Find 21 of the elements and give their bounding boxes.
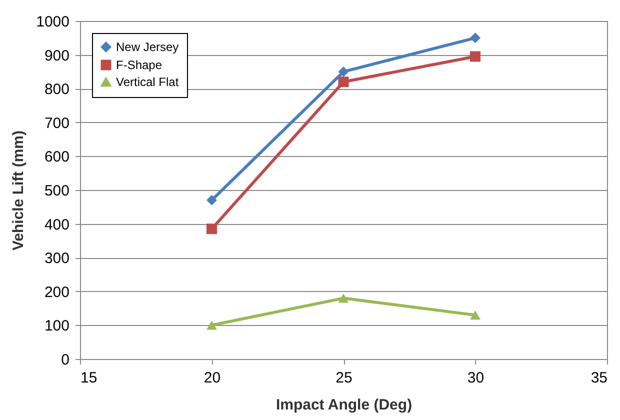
- legend-label: F-Shape: [116, 58, 162, 72]
- y-tick-label: 400: [44, 216, 70, 234]
- x-tick-label: 35: [590, 370, 608, 386]
- x-tick-label: 30: [467, 370, 484, 386]
- x-tick-label: 25: [336, 370, 352, 386]
- y-tick-label: 300: [44, 250, 70, 268]
- y-tick-label: 700: [44, 114, 70, 132]
- legend-label: New Jersey: [116, 40, 179, 54]
- y-tick-label: 800: [44, 81, 70, 98]
- legend-label: Vertical Flat: [116, 75, 180, 89]
- y-tick-label: 900: [44, 47, 70, 64]
- x-axis-title: Impact Angle (Deg): [276, 396, 412, 414]
- y-axis-title: Vehicle Lift (mm): [10, 130, 28, 251]
- y-tick-label: 500: [44, 182, 70, 200]
- y-tick-label: 100: [44, 318, 70, 335]
- y-tick-label: 200: [44, 284, 70, 301]
- y-tick-label: 0: [61, 352, 70, 368]
- y-tick-label: 600: [44, 148, 70, 166]
- x-tick-label: 15: [80, 370, 98, 386]
- y-tick-label: 1000: [36, 14, 70, 30]
- x-tick-label: 20: [204, 370, 221, 386]
